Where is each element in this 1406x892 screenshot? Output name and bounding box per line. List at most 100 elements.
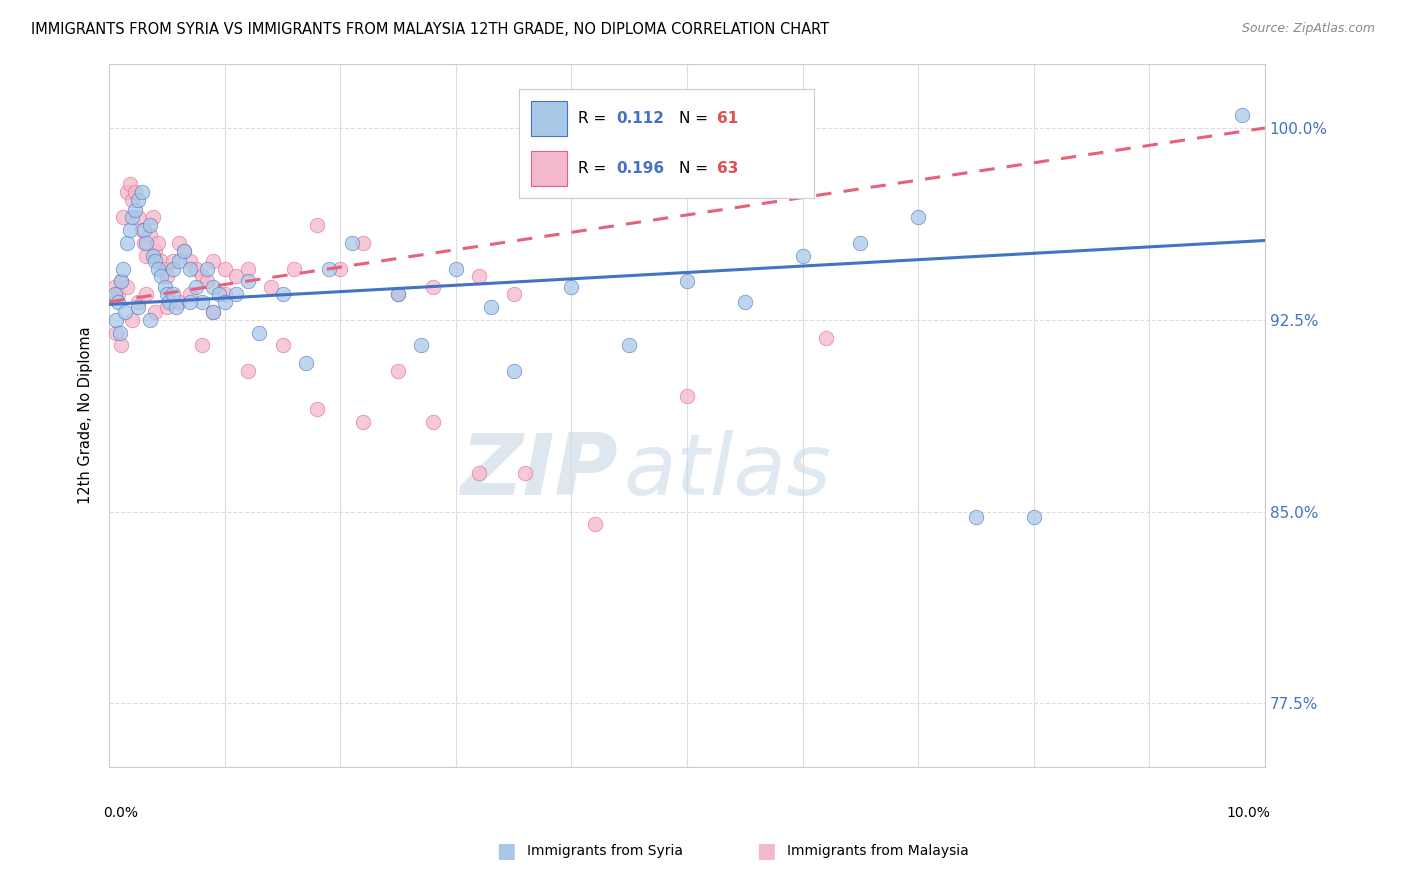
Point <box>468 466 491 480</box>
Point <box>162 254 184 268</box>
Point <box>110 274 132 288</box>
Point <box>121 211 143 225</box>
Point <box>676 389 699 403</box>
Point <box>156 269 179 284</box>
Point <box>190 294 212 309</box>
Point <box>734 294 756 309</box>
Point <box>236 261 259 276</box>
Point <box>583 517 606 532</box>
Point <box>173 244 195 258</box>
Point <box>1022 509 1045 524</box>
Text: 0.0%: 0.0% <box>104 805 138 820</box>
Point <box>138 228 160 243</box>
Point <box>792 249 814 263</box>
Text: IMMIGRANTS FROM SYRIA VS IMMIGRANTS FROM MALAYSIA 12TH GRADE, NO DIPLOMA CORRELA: IMMIGRANTS FROM SYRIA VS IMMIGRANTS FROM… <box>31 22 830 37</box>
Point <box>179 254 201 268</box>
Point <box>146 261 169 276</box>
Point <box>214 294 236 309</box>
Point <box>468 269 491 284</box>
Point <box>202 305 225 319</box>
Point <box>502 287 524 301</box>
Point <box>105 312 128 326</box>
Point <box>135 287 157 301</box>
Point <box>162 287 184 301</box>
Point <box>156 287 179 301</box>
Y-axis label: 12th Grade, No Diploma: 12th Grade, No Diploma <box>79 326 93 505</box>
Point <box>162 261 184 276</box>
Point <box>197 274 219 288</box>
Point <box>146 235 169 250</box>
Text: Source: ZipAtlas.com: Source: ZipAtlas.com <box>1241 22 1375 36</box>
Point <box>115 235 138 250</box>
Point <box>907 211 929 225</box>
Point <box>515 466 537 480</box>
Point <box>214 261 236 276</box>
Point <box>294 356 316 370</box>
Point <box>202 279 225 293</box>
Point <box>190 269 212 284</box>
Point <box>107 287 129 301</box>
Text: Immigrants from Malaysia: Immigrants from Malaysia <box>787 844 969 858</box>
Point <box>340 235 363 250</box>
Point <box>387 364 409 378</box>
Point <box>142 249 165 263</box>
Point <box>167 294 190 309</box>
Point <box>318 261 340 276</box>
Point <box>105 326 128 340</box>
Point <box>1230 108 1253 122</box>
Point <box>444 261 467 276</box>
Point <box>814 331 837 345</box>
Text: atlas: atlas <box>623 431 831 514</box>
Point <box>142 211 165 225</box>
Point <box>131 185 153 199</box>
Point <box>165 300 187 314</box>
Point <box>225 269 247 284</box>
Point <box>236 364 259 378</box>
Point <box>118 178 141 192</box>
Point <box>307 402 329 417</box>
Point <box>124 185 146 199</box>
Point <box>121 193 143 207</box>
Point <box>153 279 176 293</box>
Point <box>184 279 207 293</box>
Point <box>560 279 582 293</box>
Point <box>411 338 433 352</box>
Point <box>150 269 173 284</box>
Text: ■: ■ <box>756 841 776 861</box>
Point <box>138 312 160 326</box>
Point <box>115 185 138 199</box>
Point <box>110 274 132 288</box>
Point <box>104 279 127 293</box>
Point <box>260 279 283 293</box>
Point <box>127 300 149 314</box>
Point <box>422 415 444 429</box>
Point <box>167 235 190 250</box>
Point <box>108 326 131 340</box>
Point <box>619 338 641 352</box>
Point <box>249 326 271 340</box>
Point <box>353 235 375 250</box>
Point <box>115 279 138 293</box>
Point <box>153 261 176 276</box>
Point <box>271 338 294 352</box>
Point <box>502 364 524 378</box>
Point <box>145 254 167 268</box>
Point <box>127 193 149 207</box>
Point <box>184 261 207 276</box>
Point <box>190 338 212 352</box>
Text: Immigrants from Syria: Immigrants from Syria <box>527 844 683 858</box>
Point <box>145 244 167 258</box>
Point <box>135 235 157 250</box>
Point <box>236 274 259 288</box>
Point <box>173 244 195 258</box>
Point <box>271 287 294 301</box>
Point <box>104 287 127 301</box>
Point <box>849 235 872 250</box>
Point <box>132 235 155 250</box>
Point <box>179 261 201 276</box>
Point <box>127 211 149 225</box>
Point <box>114 305 136 319</box>
Point <box>107 294 129 309</box>
Point <box>145 305 167 319</box>
Point <box>121 312 143 326</box>
